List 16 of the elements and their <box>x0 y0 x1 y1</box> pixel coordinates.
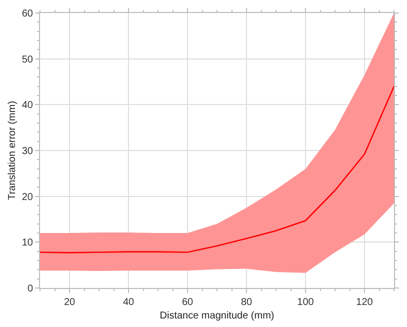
x-tick-label: 20 <box>64 297 76 308</box>
line-series <box>40 86 394 254</box>
x-tick-label: 100 <box>297 297 314 308</box>
x-tick-label: 40 <box>122 297 134 308</box>
y-tick-label: 10 <box>22 238 34 249</box>
y-tick-label: 20 <box>22 192 34 203</box>
x-tick-label: 120 <box>356 297 374 308</box>
y-tick-label: 30 <box>22 146 34 157</box>
x-tick-label: 80 <box>240 297 252 308</box>
y-tick-label: 0 <box>27 284 34 294</box>
y-tick-label: 60 <box>22 8 34 20</box>
y-axis-title: Translation error (mm) <box>6 100 18 200</box>
x-tick-label: 60 <box>182 297 194 308</box>
x-axis-title: Distance magnitude (mm) <box>160 310 274 322</box>
y-tick-label: 40 <box>22 100 34 112</box>
y-tick-label: 50 <box>22 54 34 66</box>
